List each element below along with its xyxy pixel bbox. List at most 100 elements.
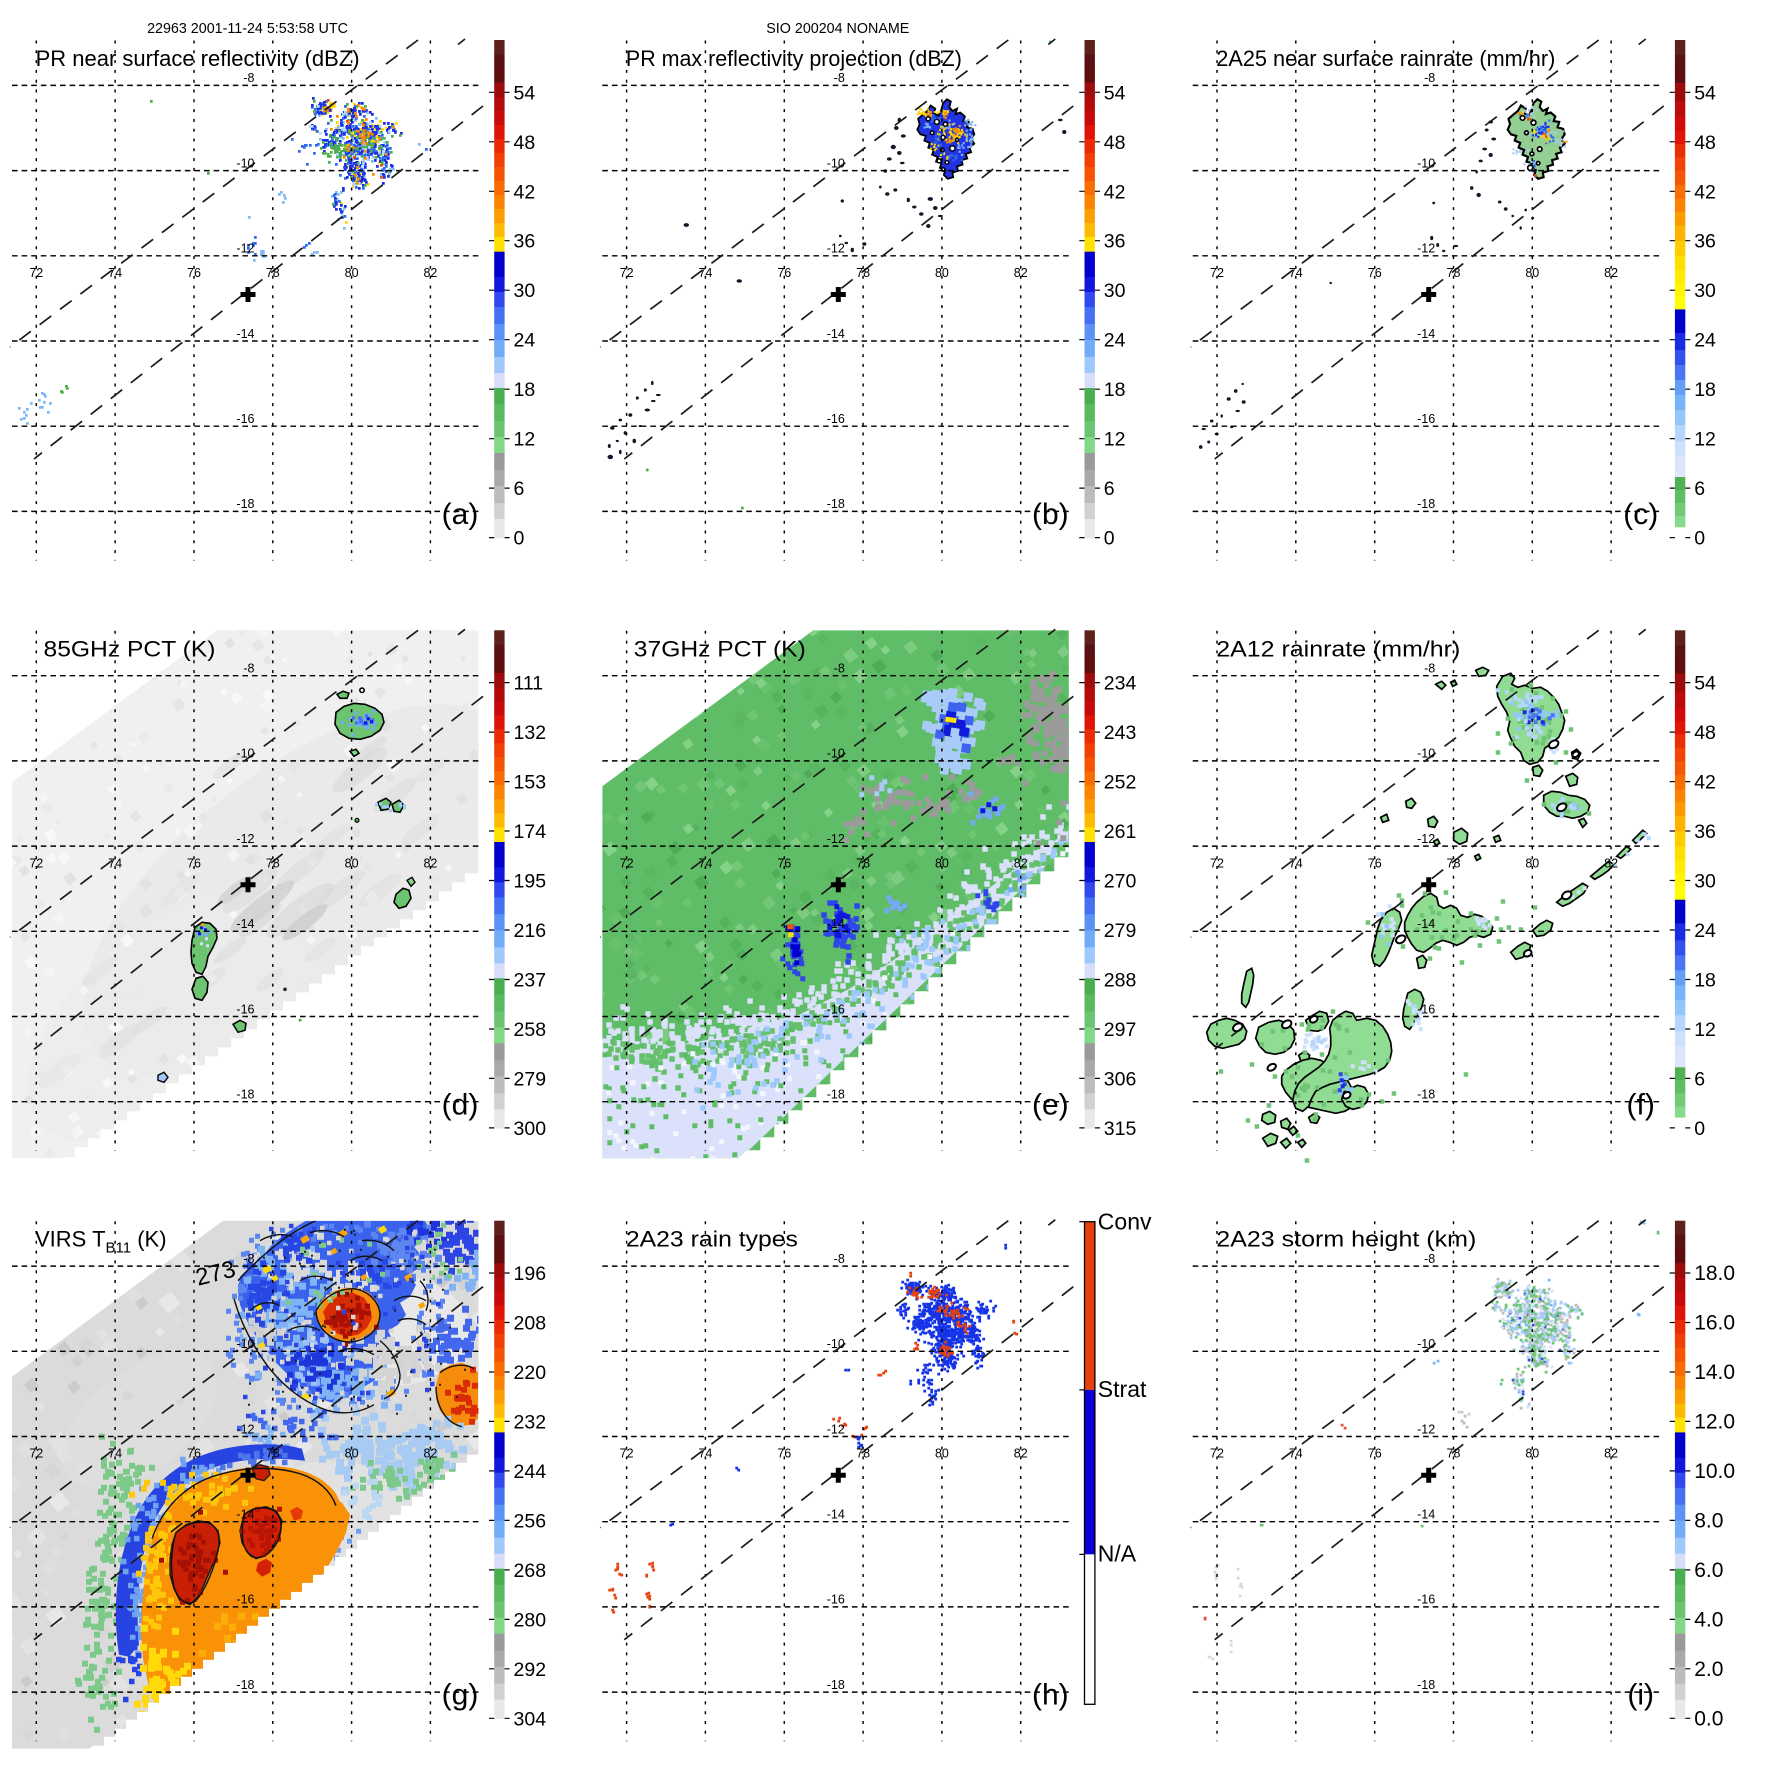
svg-text:-18: -18 [236, 1088, 254, 1102]
svg-text:0.0: 0.0 [1694, 1707, 1723, 1730]
svg-text:-18: -18 [1417, 1088, 1435, 1102]
svg-text:-16: -16 [827, 1002, 845, 1016]
svg-text:-8: -8 [834, 71, 845, 85]
svg-text:(a): (a) [442, 498, 479, 531]
svg-text:-14: -14 [827, 917, 845, 931]
svg-text:76: 76 [1368, 856, 1382, 870]
svg-text:42: 42 [1694, 181, 1716, 203]
svg-text:-14: -14 [827, 327, 845, 341]
svg-text:18: 18 [514, 379, 536, 401]
svg-text:-10: -10 [1417, 156, 1435, 170]
svg-text:270: 270 [1104, 871, 1137, 893]
svg-text:12: 12 [1694, 1019, 1716, 1041]
svg-text:80: 80 [935, 856, 949, 870]
svg-text:-14: -14 [1417, 327, 1435, 341]
svg-text:6: 6 [1694, 478, 1705, 500]
svg-text:76: 76 [187, 1447, 201, 1461]
svg-text:4.0: 4.0 [1694, 1608, 1723, 1631]
svg-text:76: 76 [187, 856, 201, 870]
svg-text:-16: -16 [827, 412, 845, 426]
svg-text:74: 74 [698, 266, 712, 280]
svg-text:85GHz PCT (K): 85GHz PCT (K) [44, 636, 216, 661]
svg-text:-14: -14 [236, 327, 254, 341]
svg-text:78: 78 [266, 856, 280, 870]
svg-text:-12: -12 [236, 1422, 254, 1436]
svg-text:237: 237 [514, 970, 547, 992]
svg-text:-8: -8 [243, 71, 254, 85]
svg-text:76: 76 [1368, 1447, 1382, 1461]
svg-text:78: 78 [856, 1447, 870, 1461]
svg-text:72: 72 [620, 856, 634, 870]
svg-text:288: 288 [1104, 970, 1137, 992]
svg-text:304: 304 [514, 1708, 547, 1730]
svg-text:2A23 rain types: 2A23 rain types [626, 1227, 798, 1252]
svg-text:0: 0 [514, 528, 525, 550]
svg-text:78: 78 [266, 1447, 280, 1461]
svg-text:-16: -16 [236, 1002, 254, 1016]
svg-text:74: 74 [1289, 1447, 1303, 1461]
svg-text:76: 76 [777, 1447, 791, 1461]
svg-text:-14: -14 [236, 917, 254, 931]
svg-text:258: 258 [514, 1019, 547, 1041]
svg-text:2A12 rainrate (mm/hr): 2A12 rainrate (mm/hr) [1216, 636, 1460, 661]
svg-text:-16: -16 [1417, 1002, 1435, 1016]
svg-text:196: 196 [514, 1263, 547, 1285]
svg-text:72: 72 [1210, 856, 1224, 870]
svg-text:82: 82 [1014, 1447, 1028, 1461]
svg-text:-16: -16 [236, 412, 254, 426]
svg-text:74: 74 [1289, 266, 1303, 280]
svg-text:74: 74 [108, 266, 122, 280]
svg-text:24: 24 [1694, 330, 1716, 352]
svg-text:-8: -8 [243, 1252, 254, 1266]
svg-text:-16: -16 [236, 1593, 254, 1607]
svg-text:8.0: 8.0 [1694, 1509, 1723, 1532]
svg-text:0: 0 [1104, 528, 1115, 550]
svg-text:-12: -12 [1417, 1422, 1435, 1436]
svg-text:244: 244 [514, 1461, 547, 1483]
svg-text:48: 48 [1694, 132, 1716, 154]
svg-text:SIO 200204 NONAME: SIO 200204 NONAME [766, 21, 909, 37]
svg-text:234: 234 [1104, 673, 1137, 695]
svg-text:-8: -8 [243, 662, 254, 676]
svg-text:(i): (i) [1627, 1679, 1654, 1712]
svg-text:82: 82 [423, 856, 437, 870]
svg-text:-10: -10 [1417, 747, 1435, 761]
svg-text:195: 195 [514, 871, 547, 893]
svg-text:54: 54 [1694, 673, 1716, 695]
svg-text:(c): (c) [1623, 498, 1658, 531]
svg-text:18: 18 [1694, 379, 1716, 401]
svg-text:14.0: 14.0 [1694, 1361, 1735, 1384]
svg-text:76: 76 [777, 266, 791, 280]
svg-text:30: 30 [1694, 280, 1716, 302]
svg-text:-14: -14 [236, 1508, 254, 1522]
svg-text:80: 80 [345, 266, 359, 280]
svg-text:78: 78 [1447, 266, 1461, 280]
svg-text:-12: -12 [827, 832, 845, 846]
svg-text:72: 72 [1210, 1447, 1224, 1461]
svg-text:72: 72 [29, 266, 43, 280]
svg-text:0: 0 [1694, 1118, 1705, 1140]
svg-text:80: 80 [1525, 266, 1539, 280]
svg-text:(h): (h) [1032, 1679, 1069, 1712]
svg-text:42: 42 [1694, 772, 1716, 794]
svg-text:80: 80 [345, 856, 359, 870]
svg-text:74: 74 [698, 856, 712, 870]
svg-text:80: 80 [1525, 856, 1539, 870]
svg-text:-16: -16 [1417, 1593, 1435, 1607]
svg-text:22963 2001-11-24 5:53:58 UTC: 22963 2001-11-24 5:53:58 UTC [147, 21, 348, 37]
svg-text:216: 216 [514, 920, 547, 942]
svg-text:80: 80 [1525, 1447, 1539, 1461]
svg-text:-12: -12 [827, 242, 845, 256]
svg-text:78: 78 [856, 266, 870, 280]
svg-text:-18: -18 [1417, 497, 1435, 511]
svg-text:232: 232 [514, 1411, 547, 1433]
svg-text:78: 78 [1447, 1447, 1461, 1461]
svg-text:82: 82 [1604, 266, 1618, 280]
svg-text:292: 292 [514, 1659, 547, 1681]
svg-text:18.0: 18.0 [1694, 1262, 1735, 1285]
svg-text:37GHz PCT (K): 37GHz PCT (K) [634, 636, 806, 661]
svg-text:-8: -8 [1424, 71, 1435, 85]
svg-text:-12: -12 [236, 242, 254, 256]
svg-text:82: 82 [1014, 856, 1028, 870]
svg-text:Conv: Conv [1098, 1209, 1152, 1235]
